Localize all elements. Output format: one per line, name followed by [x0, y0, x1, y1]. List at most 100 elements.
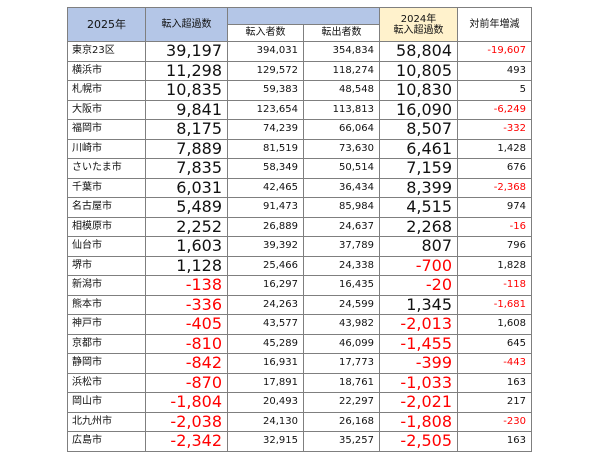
- table-row: 川崎市 7,889 81,519 73,630 6,461 1,428: [67, 138, 532, 159]
- net-inflow-2025: 1,603: [145, 236, 228, 257]
- yoy-change: 493: [457, 60, 532, 81]
- outflow-count: 16,435: [303, 275, 380, 296]
- net-inflow-2025: 2,252: [145, 216, 228, 237]
- outflow-count: 22,297: [303, 392, 380, 413]
- city-name: 京都市: [67, 333, 146, 354]
- net-inflow-2024: -399: [379, 353, 458, 374]
- net-inflow-2025: -2,342: [145, 431, 228, 452]
- table-row: 仙台市 1,603 39,392 37,789 807 796: [67, 236, 532, 257]
- net-inflow-2025: 10,835: [145, 80, 228, 101]
- net-inflow-2025: 9,841: [145, 99, 228, 120]
- outflow-count: 354,834: [303, 41, 380, 62]
- table-row: 岡山市 -1,804 20,493 22,297 -2,021 217: [67, 392, 532, 413]
- table-row: 横浜市 11,298 129,572 118,274 10,805 493: [67, 60, 532, 81]
- yoy-change: 1,828: [457, 255, 532, 276]
- inflow-count: 81,519: [227, 138, 304, 159]
- city-name: さいたま市: [67, 158, 146, 179]
- yoy-change: -230: [457, 411, 532, 432]
- yoy-change: -1,681: [457, 294, 532, 315]
- yoy-change: 676: [457, 158, 532, 179]
- header-outflow: 転出者数: [303, 24, 380, 42]
- net-inflow-2025: -842: [145, 353, 228, 374]
- city-name: 札幌市: [67, 80, 146, 101]
- net-inflow-2025: 7,889: [145, 138, 228, 159]
- net-inflow-2024: -20: [379, 275, 458, 296]
- header-yoy-change: 対前年増減: [457, 7, 532, 42]
- yoy-change: 796: [457, 236, 532, 257]
- city-name: 堺市: [67, 255, 146, 276]
- header-blank: [227, 7, 380, 25]
- header-inflow: 転入者数: [227, 24, 304, 42]
- header-year-2025: 2025年: [67, 7, 146, 42]
- inflow-count: 17,891: [227, 372, 304, 393]
- net-inflow-2025: -2,038: [145, 411, 228, 432]
- table-row: 浜松市 -870 17,891 18,761 -1,033 163: [67, 372, 532, 393]
- inflow-count: 74,239: [227, 119, 304, 140]
- yoy-change: 645: [457, 333, 532, 354]
- outflow-count: 43,982: [303, 314, 380, 335]
- table-row: 北九州市 -2,038 24,130 26,168 -1,808 -230: [67, 411, 532, 432]
- outflow-count: 24,338: [303, 255, 380, 276]
- net-inflow-2024: -1,033: [379, 372, 458, 393]
- outflow-count: 37,789: [303, 236, 380, 257]
- net-inflow-2025: 11,298: [145, 60, 228, 81]
- yoy-change: -118: [457, 275, 532, 296]
- net-inflow-2024: 8,399: [379, 177, 458, 198]
- outflow-count: 46,099: [303, 333, 380, 354]
- yoy-change: 217: [457, 392, 532, 413]
- yoy-change: -2,368: [457, 177, 532, 198]
- yoy-change: -443: [457, 353, 532, 374]
- outflow-count: 113,813: [303, 99, 380, 120]
- header-net-inflow-2024: 2024年 転入超過数: [379, 7, 458, 42]
- net-inflow-2024: 807: [379, 236, 458, 257]
- outflow-count: 26,168: [303, 411, 380, 432]
- yoy-change: 1,428: [457, 138, 532, 159]
- yoy-change: -6,249: [457, 99, 532, 120]
- outflow-count: 73,630: [303, 138, 380, 159]
- inflow-count: 24,263: [227, 294, 304, 315]
- table-row: 札幌市 10,835 59,383 48,548 10,830 5: [67, 80, 532, 101]
- outflow-count: 17,773: [303, 353, 380, 374]
- net-inflow-2025: 1,128: [145, 255, 228, 276]
- table-row: 福岡市 8,175 74,239 66,064 8,507 -332: [67, 119, 532, 140]
- table-row: 神戸市 -405 43,577 43,982 -2,013 1,608: [67, 314, 532, 335]
- net-inflow-2025: -336: [145, 294, 228, 315]
- table-row: 広島市 -2,342 32,915 35,257 -2,505 163: [67, 431, 532, 452]
- net-inflow-2024: -700: [379, 255, 458, 276]
- city-name: 広島市: [67, 431, 146, 452]
- net-inflow-2024: -2,505: [379, 431, 458, 452]
- table-row: さいたま市 7,835 58,349 50,514 7,159 676: [67, 158, 532, 179]
- yoy-change: 1,608: [457, 314, 532, 335]
- city-name: 川崎市: [67, 138, 146, 159]
- table-row: 大阪市 9,841 123,654 113,813 16,090 -6,249: [67, 99, 532, 120]
- net-inflow-2024: -1,455: [379, 333, 458, 354]
- yoy-change: 163: [457, 372, 532, 393]
- outflow-count: 48,548: [303, 80, 380, 101]
- net-inflow-2025: 39,197: [145, 41, 228, 62]
- city-name: 新潟市: [67, 275, 146, 296]
- net-inflow-2024: -2,013: [379, 314, 458, 335]
- outflow-count: 35,257: [303, 431, 380, 452]
- net-inflow-2024: 4,515: [379, 197, 458, 218]
- net-inflow-2024: 1,345: [379, 294, 458, 315]
- header-2024-label: 転入超過数: [393, 24, 444, 36]
- inflow-count: 32,915: [227, 431, 304, 452]
- city-name: 大阪市: [67, 99, 146, 120]
- outflow-count: 85,984: [303, 197, 380, 218]
- net-inflow-2024: 10,805: [379, 60, 458, 81]
- outflow-count: 18,761: [303, 372, 380, 393]
- table-row: 東京23区 39,197 394,031 354,834 58,804 -19,607: [67, 41, 532, 62]
- migration-table: 2025年 転入超過数 2024年 転入超過数 対前年増減 転入者数 転出者数 …: [67, 7, 532, 452]
- net-inflow-2024: 10,830: [379, 80, 458, 101]
- inflow-count: 123,654: [227, 99, 304, 120]
- outflow-count: 36,434: [303, 177, 380, 198]
- yoy-change: 974: [457, 197, 532, 218]
- yoy-change: -19,607: [457, 41, 532, 62]
- inflow-count: 20,493: [227, 392, 304, 413]
- net-inflow-2025: 7,835: [145, 158, 228, 179]
- city-name: 仙台市: [67, 236, 146, 257]
- outflow-count: 66,064: [303, 119, 380, 140]
- yoy-change: -16: [457, 216, 532, 237]
- net-inflow-2025: 8,175: [145, 119, 228, 140]
- net-inflow-2025: -870: [145, 372, 228, 393]
